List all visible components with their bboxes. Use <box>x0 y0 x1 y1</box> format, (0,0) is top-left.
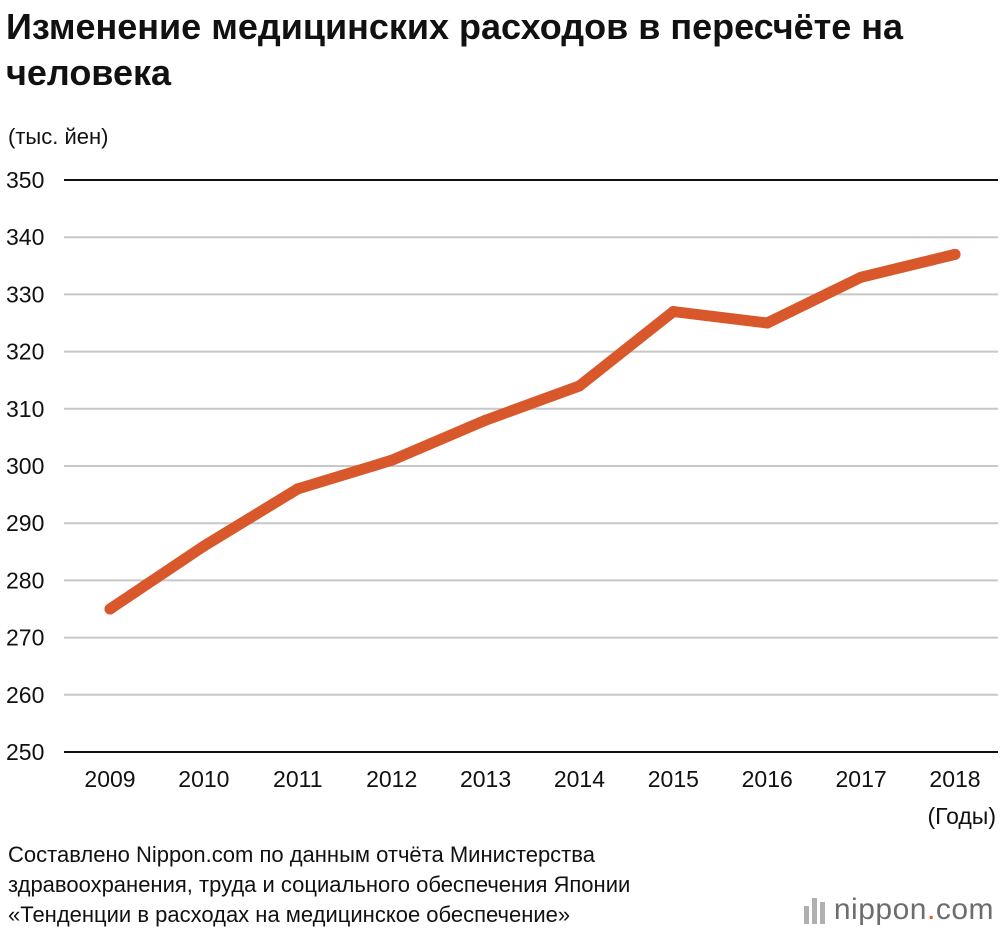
x-tick-label: 2009 <box>84 766 135 792</box>
y-axis-ticks: 250 260 270 280 290 300 310 320 330 340 350 <box>6 167 44 765</box>
chart-title: Изменение медицинских расходов в пересчё… <box>6 6 904 93</box>
nippon-logo: nippon.com <box>803 893 994 927</box>
y-tick-label: 310 <box>6 396 44 422</box>
data-point <box>855 271 867 283</box>
data-point <box>949 248 961 260</box>
source-line-1: Составлено Nippon.com по данным отчёта М… <box>8 842 595 867</box>
x-axis-label: (Годы) <box>928 803 996 829</box>
x-axis-ticks: 2009 2010 2011 2012 2013 2014 2015 2016 2017 2018 <box>84 766 980 792</box>
y-tick-label: 340 <box>6 224 44 250</box>
x-tick-label: 2016 <box>742 766 793 792</box>
x-tick-label: 2011 <box>273 766 322 792</box>
data-point <box>480 414 492 426</box>
brand-dot: . <box>926 893 936 926</box>
y-tick-label: 320 <box>6 339 44 365</box>
x-tick-label: 2012 <box>366 766 417 792</box>
brand-suffix: com <box>935 893 994 926</box>
data-series <box>104 248 961 615</box>
y-tick-label: 260 <box>6 682 44 708</box>
x-tick-label: 2017 <box>836 766 887 792</box>
y-axis-unit-label: (тыс. йен) <box>8 124 109 149</box>
y-tick-label: 270 <box>6 625 44 651</box>
data-point <box>386 454 398 466</box>
data-point <box>667 306 679 318</box>
y-tick-label: 350 <box>6 167 44 193</box>
data-point <box>292 483 304 495</box>
data-point <box>104 603 116 615</box>
gridlines <box>64 179 998 753</box>
nippon-logo-icon <box>803 896 826 924</box>
series-line <box>104 248 961 615</box>
source-line-2: здравоохранения, труда и социального обе… <box>8 872 631 897</box>
x-tick-label: 2010 <box>178 766 229 792</box>
y-tick-label: 300 <box>6 453 44 479</box>
data-point <box>198 540 210 552</box>
data-point <box>573 380 585 392</box>
x-tick-label: 2018 <box>929 766 980 792</box>
x-tick-label: 2014 <box>554 766 605 792</box>
y-tick-label: 290 <box>6 510 44 536</box>
x-tick-label: 2013 <box>460 766 511 792</box>
source-note: Составлено Nippon.com по данным отчёта М… <box>8 840 788 930</box>
y-tick-label: 330 <box>6 281 44 307</box>
brand-name: nippon <box>833 893 927 926</box>
source-line-3: «Тенденции в расходах на медицинское обе… <box>8 902 571 927</box>
data-point <box>761 317 773 329</box>
y-tick-label: 280 <box>6 567 44 593</box>
y-tick-label: 250 <box>6 739 44 765</box>
x-tick-label: 2015 <box>648 766 699 792</box>
